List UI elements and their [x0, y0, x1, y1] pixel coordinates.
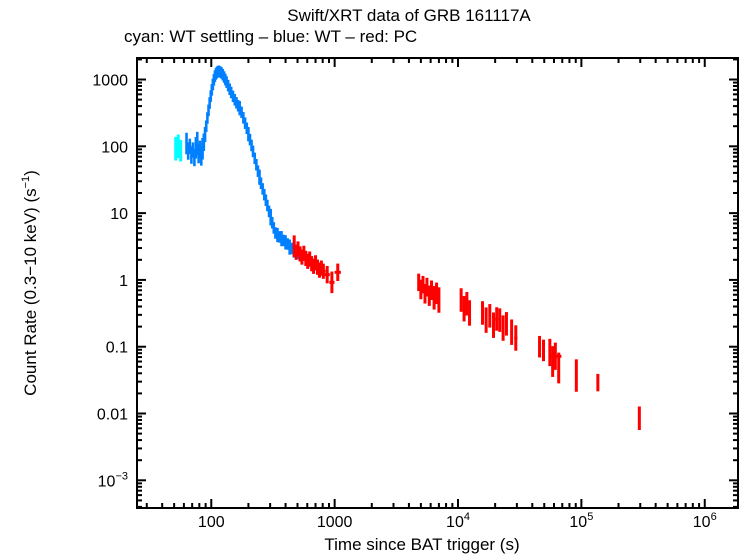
y-axis-label: Count Rate (0.3−10 keV) (s−1) [20, 170, 40, 396]
series-wt-settling [174, 134, 183, 162]
svg-text:10: 10 [110, 206, 128, 223]
chart-subtitle: cyan: WT settling – blue: WT – red: PC [124, 27, 418, 46]
svg-text:105: 105 [569, 511, 593, 531]
svg-text:100: 100 [198, 514, 225, 531]
y-axis-ticks [137, 58, 738, 508]
chart-title: Swift/XRT data of GRB 161117A [287, 6, 531, 25]
svg-text:106: 106 [693, 511, 717, 531]
svg-text:1000: 1000 [317, 514, 353, 531]
svg-text:104: 104 [446, 511, 470, 531]
svg-text:100: 100 [101, 139, 128, 156]
svg-text:0.01: 0.01 [97, 407, 128, 424]
x-axis-ticks [145, 58, 706, 508]
svg-text:1: 1 [119, 273, 128, 290]
svg-text:0.1: 0.1 [106, 340, 128, 357]
series-wt [185, 65, 300, 260]
svg-text:10−3: 10−3 [98, 470, 128, 490]
svg-text:1000: 1000 [92, 73, 128, 90]
x-axis-label: Time since BAT trigger (s) [324, 535, 519, 554]
series-pc [292, 235, 641, 430]
